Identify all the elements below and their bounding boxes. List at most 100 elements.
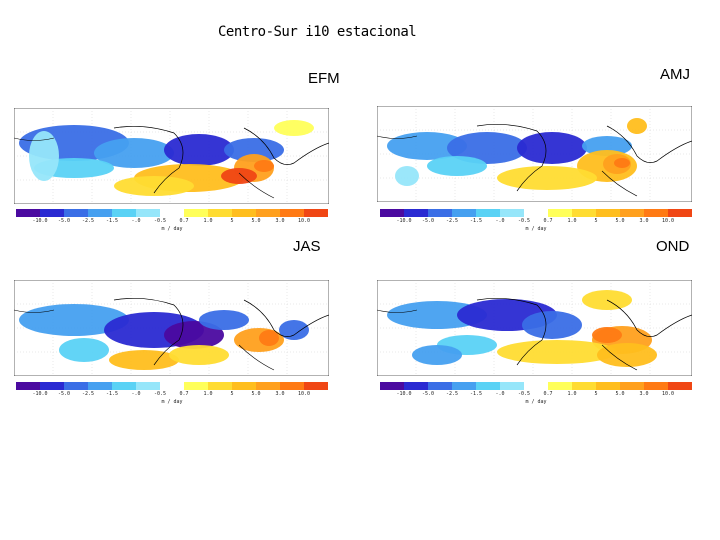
colorbar-swatch: [524, 209, 548, 217]
colorbar-tick-label: 3.0: [639, 218, 649, 224]
colorbar-tick-label: -5.0: [421, 218, 435, 224]
colorbar-tick-label: 10.0: [297, 218, 311, 224]
figure-title: Centro-Sur i10 estacional: [218, 24, 417, 40]
anomaly-region: [221, 168, 257, 184]
coastline-africa: [238, 172, 275, 199]
colorbar-tick-label: 0.7: [543, 391, 553, 397]
colorbar-swatch: [64, 382, 88, 390]
colorbar-swatch: [184, 382, 208, 390]
anomaly-region: [19, 304, 129, 336]
colorbar-tick-label: -.0: [131, 218, 141, 224]
colorbar-swatch: [280, 209, 304, 217]
colorbar-ticks-jas: -10.0 -5.0 -2.5 -1.5 -.0 -0.5 0.7 1.0 5 5.0 3.0 10.…: [16, 391, 328, 399]
colorbar-swatch: [40, 209, 64, 217]
colorbar-swatch: [184, 209, 208, 217]
colorbar-tick-label: -0.5: [517, 391, 531, 397]
anomaly-region: [387, 132, 467, 160]
coastline-africa: [601, 344, 638, 371]
anomaly-region: [59, 338, 109, 362]
colorbar-tick-label: 5.0: [615, 391, 625, 397]
colorbar-tick-label: -0.5: [153, 391, 167, 397]
coastline-asia: [14, 309, 55, 313]
colorbar-swatch: [88, 209, 112, 217]
coastline-asia: [14, 137, 55, 141]
anomaly-region: [94, 138, 174, 168]
coastline-north-america: [113, 126, 184, 194]
map-panel-ond: [377, 280, 692, 400]
colorbar-swatch: [280, 382, 304, 390]
colorbar-swatch: [596, 209, 620, 217]
colorbar-swatch: [572, 209, 596, 217]
anomaly-region: [254, 160, 274, 172]
anomaly-region: [412, 345, 462, 365]
colorbar-swatch: [548, 209, 572, 217]
colorbar-tick-label: 5.0: [251, 218, 261, 224]
anomaly-map-amj: [377, 106, 692, 202]
colorbar-tick-label: -.0: [495, 218, 505, 224]
colorbar-tick-label: -5.0: [57, 218, 71, 224]
colorbar-tick-label: 1.0: [567, 391, 577, 397]
colorbar-tick-label: -.0: [131, 391, 141, 397]
colorbar-swatch: [428, 209, 452, 217]
colorbar-tick-label: -1.5: [105, 391, 119, 397]
colorbar-swatch: [452, 209, 476, 217]
colorbar-swatch: [500, 382, 524, 390]
anomaly-region: [627, 118, 647, 134]
coastline-europe: [606, 299, 692, 337]
colorbar-swatch: [524, 382, 548, 390]
anomaly-region: [387, 301, 487, 329]
coastline-asia: [377, 309, 418, 313]
colorbar-swatch: [208, 209, 232, 217]
colorbar-unit-ond: m / day: [525, 399, 547, 405]
colorbar-tick-label: 0.7: [179, 391, 189, 397]
colorbar-swatch: [476, 209, 500, 217]
colorbar-tick-label: -0.5: [153, 218, 167, 224]
anomaly-map-jas: [14, 280, 329, 376]
colorbar-swatch: [232, 209, 256, 217]
coastline-europe: [606, 125, 692, 163]
anomaly-region: [497, 340, 617, 364]
season-label-amj: AMJ: [660, 66, 690, 83]
colorbar-tick-label: 5.0: [251, 391, 261, 397]
colorbar-tick-label: 3.0: [275, 391, 285, 397]
colorbar-tick-label: 5.0: [615, 218, 625, 224]
colorbar-swatch: [404, 209, 428, 217]
anomaly-region: [522, 311, 582, 339]
colorbar-swatch: [256, 382, 280, 390]
colorbar-unit-efm: m / day: [161, 226, 183, 232]
colorbar-tick-label: 1.0: [203, 391, 213, 397]
colorbar-tick-label: 5: [594, 218, 598, 224]
colorbar-tick-label: 1.0: [203, 218, 213, 224]
colorbar-tick-label: 5: [594, 391, 598, 397]
anomaly-region: [497, 166, 597, 190]
anomaly-region: [259, 330, 279, 346]
colorbar-tick-label: 3.0: [275, 218, 285, 224]
colorbar-tick-label: -10.0: [396, 218, 412, 224]
colorbar-tick-label: -2.5: [81, 218, 95, 224]
colorbar-amj: [380, 209, 692, 217]
colorbar-tick-label: -2.5: [445, 218, 459, 224]
colorbar-swatch: [160, 209, 184, 217]
colorbar-tick-label: 10.0: [661, 218, 675, 224]
colorbar-swatch: [668, 209, 692, 217]
anomaly-region: [109, 350, 179, 370]
colorbar-efm: [16, 209, 328, 217]
colorbar-swatch: [16, 382, 40, 390]
colorbar-unit-jas: m / day: [161, 399, 183, 405]
anomaly-region: [517, 132, 587, 164]
colorbar-swatch: [304, 382, 328, 390]
season-label-jas: JAS: [293, 238, 321, 255]
colorbar-swatch: [16, 209, 40, 217]
anomaly-region: [114, 176, 194, 196]
colorbar-ticks-amj: -10.0 -5.0 -2.5 -1.5 -.0 -0.5 0.7 1.0 5 5.0 3.0 10.…: [380, 218, 692, 226]
anomaly-region: [614, 158, 630, 168]
anomaly-region: [597, 343, 657, 367]
colorbar-swatch: [136, 382, 160, 390]
anomaly-region: [199, 310, 249, 330]
coastline-north-america: [476, 298, 547, 366]
colorbar-tick-label: -1.5: [469, 218, 483, 224]
map-panel-amj: [377, 106, 692, 226]
colorbar-tick-label: 1.0: [567, 218, 577, 224]
colorbar-ticks-ond: -10.0 -5.0 -2.5 -1.5 -.0 -0.5 0.7 1.0 5 5.0 3.0 10.…: [380, 391, 692, 399]
colorbar-swatch: [620, 382, 644, 390]
